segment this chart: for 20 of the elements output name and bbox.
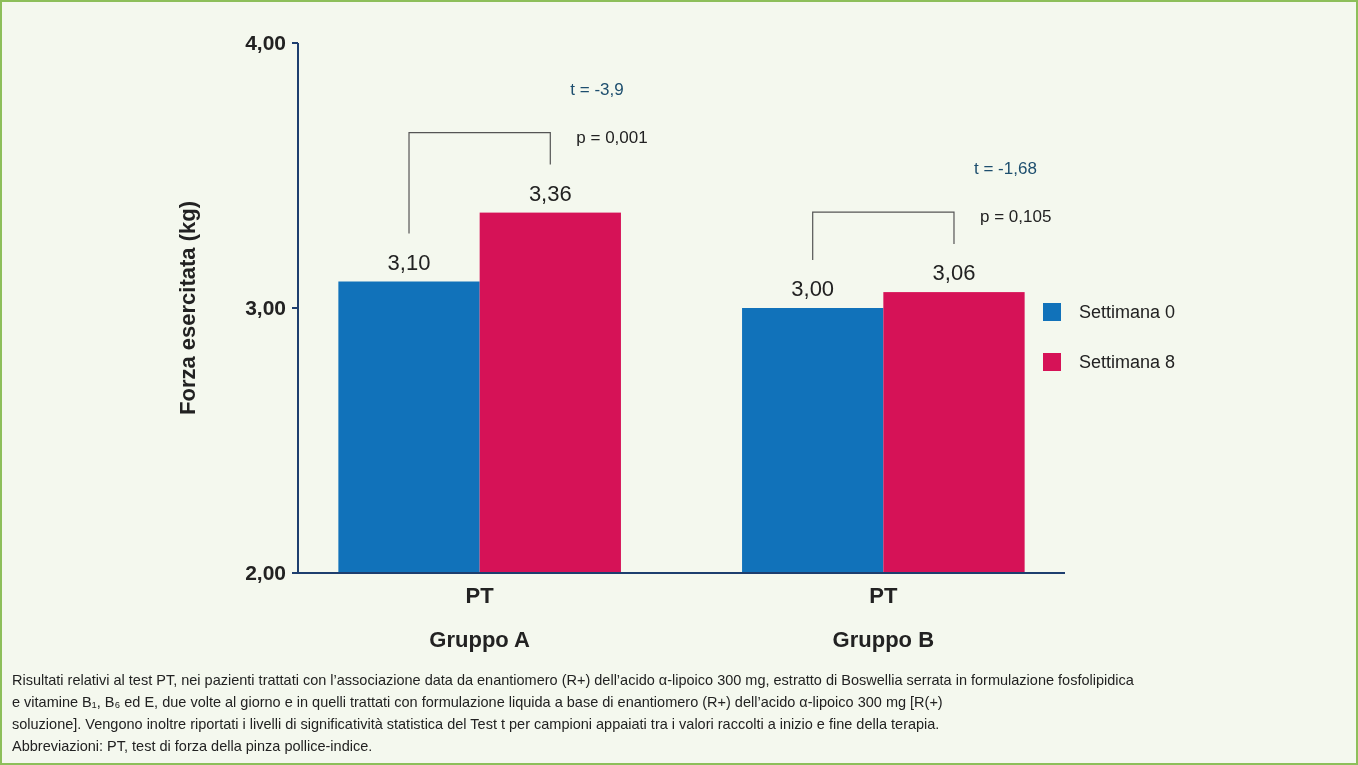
y-tick-label: 4,00 xyxy=(245,31,286,55)
y-tick-label: 3,00 xyxy=(245,296,286,320)
x-tick-label: PT Gruppo A xyxy=(429,583,531,652)
text: Risultati relativi al test PT, nei pazienti trattati con l’associazione data da enantiomero (R+) dell’acido α-lipoico 300 mg, estratto di Boswellia serrata in formulazione fosfolipidica xyxy=(12,672,1135,688)
legend-label: Settimana 0 xyxy=(1079,302,1176,323)
legend-label: Settimana 8 xyxy=(1079,352,1176,373)
data-label: 3,00 xyxy=(791,276,835,301)
x-tick-label: PT Gruppo B xyxy=(832,583,935,652)
annotation: t = -1,68 xyxy=(973,159,1037,179)
text: e vitamine B₁, B₆ ed E, due volte al giorno e in quelli trattati con formulazione liquida a base di enantiomero (R+) dell’acido α-lipoico 300 mg [R(+) xyxy=(12,694,943,710)
annotation: t = -3,9 xyxy=(570,79,624,99)
text: Abbreviazioni: PT, test di forza della pinza pollice-indice. xyxy=(12,738,373,754)
annotation: p = 0,105 xyxy=(979,207,1052,227)
y-axis-title: Forza esercitata (kg) xyxy=(175,201,200,415)
y-tick-label: 2,00 xyxy=(245,561,286,585)
data-label: 3,10 xyxy=(387,249,431,275)
text: soluzione]. Vengono inoltre riportati i livelli di significatività statistica del Test t per campioni appaiati tra i valori raccolti a inizio e fine della terapia. xyxy=(12,716,940,732)
annotation: p = 0,001 xyxy=(576,127,648,147)
data-label: 3,06 xyxy=(932,260,976,286)
data-label: 3,36 xyxy=(528,180,572,206)
